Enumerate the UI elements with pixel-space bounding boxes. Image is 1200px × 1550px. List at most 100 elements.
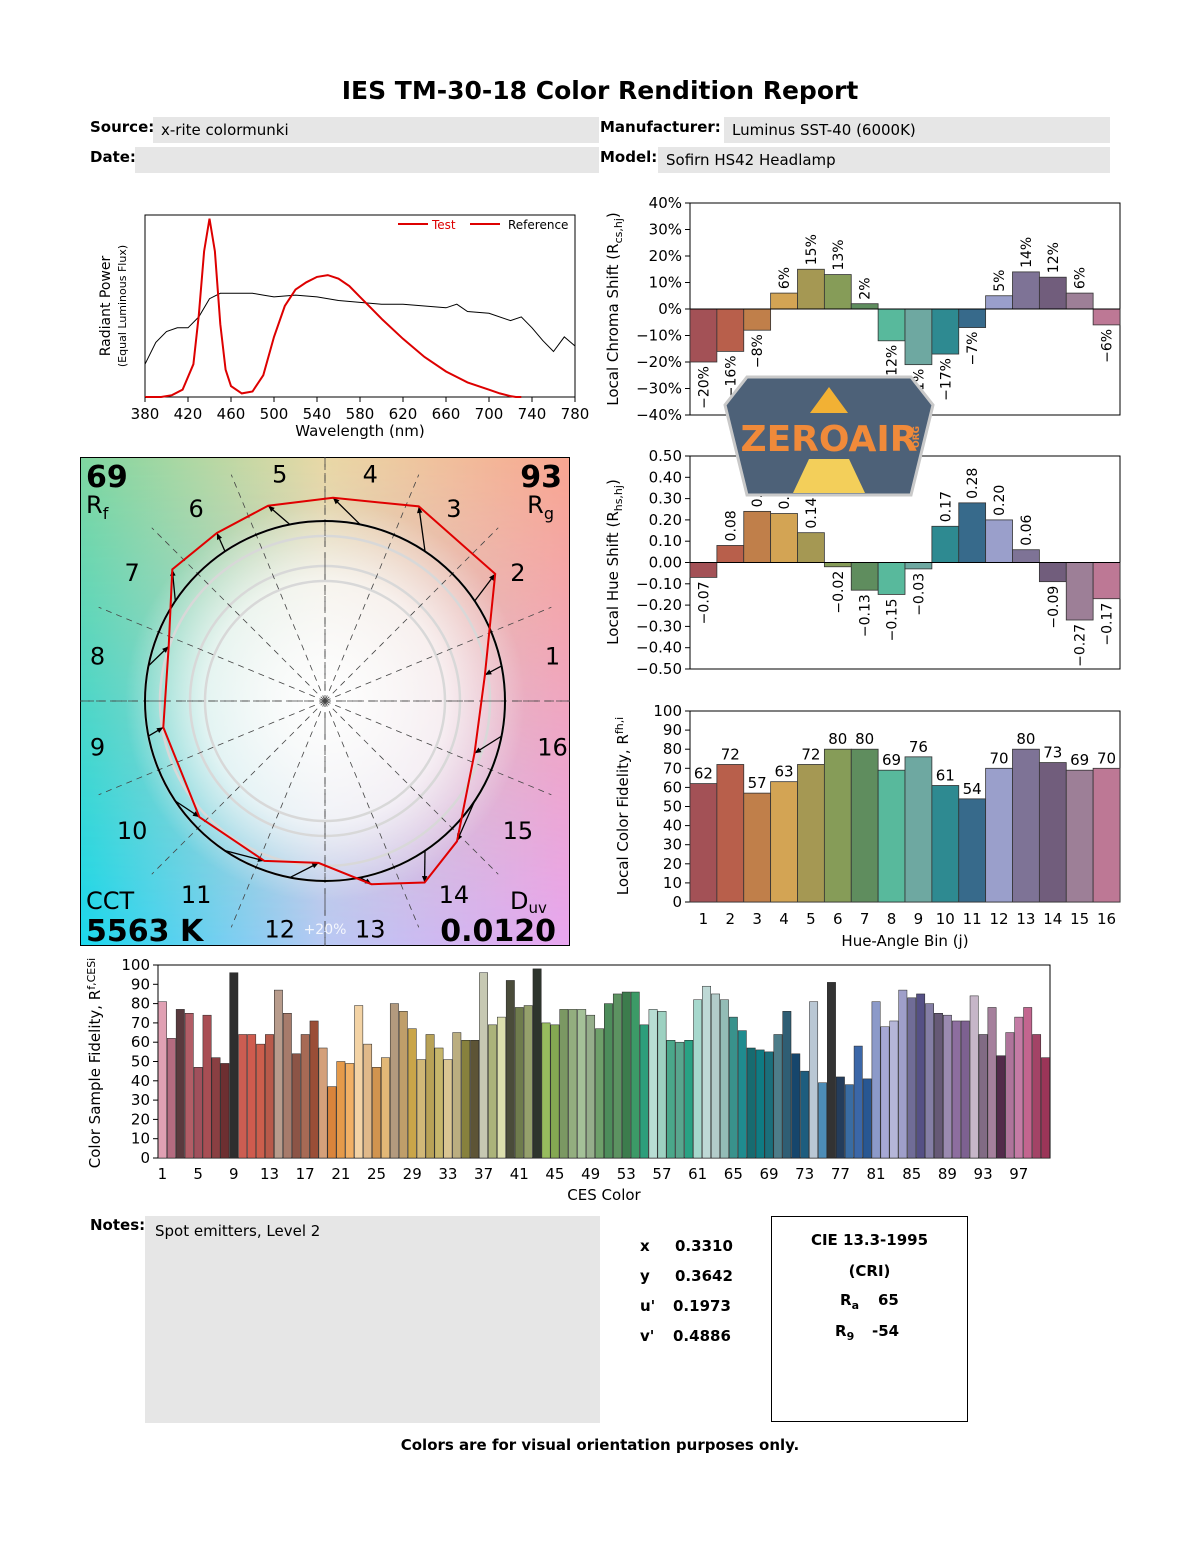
ces-bar <box>889 1020 899 1159</box>
fidelity-bar <box>1092 767 1121 903</box>
logo-peak <box>810 387 848 413</box>
notes-field[interactable] <box>145 1216 600 1423</box>
hue-y-tick-label: 0.20 <box>649 511 682 529</box>
cvg-arrow-head <box>156 727 164 733</box>
chroma-bar <box>1012 271 1040 310</box>
chroma-y-tick-label: 10% <box>649 274 682 292</box>
ces-bar <box>978 1034 988 1159</box>
fidelity-bar-label: 80 <box>855 730 874 748</box>
ces-bar <box>229 972 239 1159</box>
spectrum-x-tick-label: 420 <box>174 405 203 423</box>
cvg-arrow-head <box>311 862 319 869</box>
source-field[interactable]: x-rite colormunki <box>153 117 599 143</box>
fidelity-bar-label: 61 <box>936 766 955 784</box>
ces-x-tick-label: 41 <box>510 1165 529 1183</box>
cct-value: 5563 K <box>86 914 205 946</box>
ces-x-tick-label: 21 <box>331 1165 350 1183</box>
manufacturer-field[interactable]: Luminus SST-40 (6000K) <box>724 117 1110 143</box>
ces-bar <box>925 1003 934 1159</box>
ces-x-tick-label: 65 <box>724 1165 743 1183</box>
fidelity-y-tick-label: 40 <box>663 817 682 835</box>
fidelity-bars: 0102030405060708090100621722573634725806… <box>653 702 1121 928</box>
ces-bar <box>737 1030 747 1159</box>
ces-bar <box>282 1013 292 1159</box>
spectrum-x-tick-label: 740 <box>518 405 547 423</box>
cvg-bin-line <box>324 527 499 702</box>
ces-y-tick-label: 90 <box>131 975 150 993</box>
ces-bar <box>711 993 720 1159</box>
source-label: Source: <box>90 118 155 136</box>
date-field[interactable] <box>135 147 599 173</box>
cvg-bin-line <box>324 474 420 702</box>
hue-bar-label: −0.02 <box>831 571 847 614</box>
fidelity-bar <box>850 748 879 903</box>
chroma-bar-label: −17% <box>938 358 954 401</box>
ces-y-tick-label: 20 <box>131 1110 150 1128</box>
ces-bar <box>943 1014 952 1159</box>
cri-title: CIE 13.3-1995 <box>810 1231 929 1249</box>
ces-bar <box>166 1038 176 1159</box>
fidelity-bar <box>985 767 1013 903</box>
cvg-bin-label: 12 <box>264 916 295 944</box>
ces-y-tick-label: 100 <box>121 956 150 974</box>
fidelity-y-tick-label: 70 <box>663 759 682 777</box>
ces-bar <box>818 1082 827 1159</box>
ces-bar <box>666 1040 676 1159</box>
ces-bar <box>898 989 908 1159</box>
ces-bar <box>871 1001 881 1159</box>
ces-bar <box>372 1067 381 1159</box>
hue-y-tick-label: 0.40 <box>649 468 682 486</box>
spectrum-y-label-2: (Equal Luminous Flux) <box>116 245 129 367</box>
cvg-bin-line <box>324 700 499 875</box>
hue-bar <box>985 519 1013 563</box>
ces-bar <box>443 1059 453 1159</box>
ces-bar <box>1005 1032 1015 1159</box>
ces-bar <box>791 1053 801 1159</box>
chroma-bar-label: 2% <box>858 277 874 299</box>
ces-bar <box>345 1063 355 1159</box>
cvg-bin-label: 15 <box>503 817 534 845</box>
ces-bar <box>568 1009 578 1159</box>
ces-bar <box>987 1007 997 1159</box>
ces-bar <box>621 991 631 1159</box>
local-fidelity-chart: 0102030405060708090100621722573634725806… <box>613 702 1121 950</box>
fidelity-bar-label: 63 <box>775 763 794 781</box>
hue-bar-label: −0.07 <box>696 581 712 624</box>
hue-bar-label: 0.20 <box>992 485 1008 516</box>
ces-bar <box>559 1009 569 1159</box>
chroma-bar-label: 5% <box>992 270 1008 292</box>
ces-bar <box>880 1026 890 1159</box>
cvg-bin-label: 5 <box>272 460 287 488</box>
hue-y-label: Local Hue Shift (Rhs,hj) <box>604 479 625 645</box>
chroma-bar-label: 12% <box>1046 242 1062 273</box>
spectrum-x-tick-label: 620 <box>389 405 418 423</box>
cvg-ring <box>203 579 447 823</box>
ces-y-tick-label: 30 <box>131 1091 150 1109</box>
ces-bar <box>720 999 729 1159</box>
hue-bar-label: 0.08 <box>723 510 739 541</box>
fidelity-bar <box>743 792 772 903</box>
chroma-bar <box>877 308 906 342</box>
fidelity-x-tick-label: 9 <box>914 910 924 928</box>
model-field[interactable]: Sofirn HS42 Headlamp <box>658 147 1110 173</box>
ces-y-tick-label: 10 <box>131 1130 150 1148</box>
hue-y-tick-label: −0.50 <box>636 660 682 678</box>
chroma-bar-label: 6% <box>1073 267 1089 289</box>
rg-label: Rg <box>527 491 554 523</box>
ces-x-tick-label: 81 <box>867 1165 886 1183</box>
fidelity-x-tick-label: 3 <box>752 910 762 928</box>
ces-y-tick-label: 50 <box>131 1053 150 1071</box>
ces-bar <box>488 1024 497 1159</box>
chroma-y-label: Local Chroma Shift (Rcs,hj) <box>604 212 625 406</box>
fidelity-bar-label: 54 <box>963 780 982 798</box>
ces-bar <box>969 995 979 1159</box>
cct-label: CCT <box>86 887 135 915</box>
duv-value: 0.0120 <box>440 914 556 946</box>
cvg-bin-label: 8 <box>90 643 105 671</box>
ces-bar <box>300 1034 310 1159</box>
fidelity-y-tick-label: 90 <box>663 721 682 739</box>
cvg-bin-label: 13 <box>355 916 386 944</box>
chroma-y-tick-label: 40% <box>649 195 682 212</box>
ces-bar <box>684 1040 694 1159</box>
